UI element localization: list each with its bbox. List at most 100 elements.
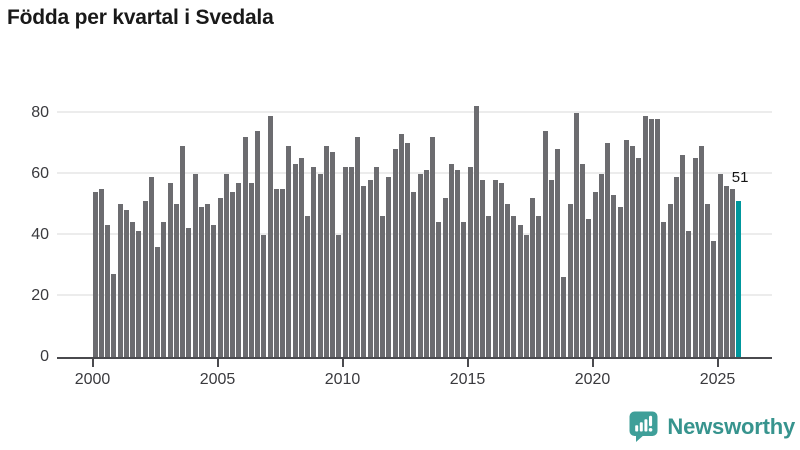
bar bbox=[211, 225, 217, 357]
x-axis-tick-label: 2020 bbox=[574, 371, 611, 388]
bar bbox=[236, 182, 242, 357]
bar bbox=[542, 130, 548, 357]
bar bbox=[261, 234, 267, 357]
bar bbox=[230, 191, 235, 357]
bar bbox=[405, 143, 410, 357]
bar bbox=[386, 176, 392, 357]
chart-title: Födda per kvartal i Svedala bbox=[7, 6, 274, 29]
plot-area: 0 20 40 60 80 2000 2005 2010 2015 2020 2025 51 bbox=[31, 100, 772, 388]
bar bbox=[630, 146, 635, 357]
bar bbox=[717, 173, 723, 357]
x-axis-line bbox=[57, 356, 772, 359]
bar bbox=[667, 204, 673, 357]
bar bbox=[192, 173, 198, 357]
x-axis-tick bbox=[92, 359, 94, 367]
newsworthy-icon bbox=[629, 411, 658, 442]
bar bbox=[342, 167, 348, 357]
x-axis-tick-label: 2010 bbox=[324, 371, 361, 388]
bar bbox=[486, 216, 492, 357]
highlighted-bar bbox=[736, 200, 742, 357]
bar bbox=[580, 164, 585, 357]
bar bbox=[561, 277, 567, 357]
bar bbox=[492, 179, 498, 357]
bar bbox=[111, 274, 117, 357]
bar bbox=[417, 173, 423, 357]
x-axis-tick bbox=[342, 359, 344, 367]
bar bbox=[473, 106, 479, 357]
bar bbox=[355, 136, 360, 357]
bar bbox=[223, 173, 229, 357]
bar bbox=[161, 222, 167, 357]
bar bbox=[480, 179, 485, 357]
y-gridline bbox=[57, 110, 772, 113]
bar bbox=[511, 216, 517, 357]
bar bbox=[711, 240, 717, 357]
highlight-value-label: 51 bbox=[731, 168, 749, 186]
x-axis-tick bbox=[217, 359, 219, 367]
bar bbox=[167, 182, 173, 357]
bar bbox=[623, 139, 629, 357]
bar bbox=[548, 179, 554, 357]
bar bbox=[611, 194, 617, 357]
y-axis-tick-label: 80 bbox=[31, 103, 49, 121]
bar bbox=[536, 216, 542, 357]
x-axis-tick-label: 2025 bbox=[699, 371, 736, 388]
newsworthy-wordmark: Newsworthy bbox=[667, 413, 795, 439]
x-axis-tick bbox=[467, 359, 469, 367]
bar bbox=[92, 191, 98, 357]
bar bbox=[148, 176, 154, 357]
bar bbox=[730, 188, 735, 357]
bar bbox=[698, 146, 704, 357]
bar bbox=[142, 200, 148, 357]
bar bbox=[680, 155, 685, 357]
bar bbox=[692, 158, 698, 357]
bar bbox=[392, 149, 398, 357]
bar bbox=[242, 136, 248, 357]
y-axis-tick-label: 0 bbox=[40, 347, 49, 365]
bar bbox=[505, 204, 510, 357]
bar bbox=[555, 149, 560, 357]
bar bbox=[705, 204, 710, 357]
bar bbox=[636, 158, 642, 357]
x-axis-tick-label: 2005 bbox=[199, 371, 236, 388]
x-axis-tick bbox=[717, 359, 719, 367]
bar bbox=[723, 185, 729, 357]
bar bbox=[323, 146, 329, 357]
bar bbox=[180, 146, 185, 357]
y-axis-tick-label: 40 bbox=[31, 225, 49, 243]
bar bbox=[255, 130, 260, 357]
bar bbox=[217, 197, 223, 357]
bar bbox=[280, 188, 285, 357]
x-axis-tick-label: 2000 bbox=[74, 371, 111, 388]
bar bbox=[498, 182, 504, 357]
bar bbox=[273, 188, 279, 357]
bar bbox=[648, 118, 654, 357]
y-axis-tick-label: 60 bbox=[31, 164, 49, 182]
bar bbox=[436, 222, 442, 357]
bar bbox=[567, 204, 573, 357]
bar bbox=[298, 158, 304, 357]
y-axis-tick-label: 20 bbox=[31, 286, 49, 304]
bar bbox=[661, 222, 667, 357]
bar bbox=[123, 210, 129, 357]
bar bbox=[186, 228, 192, 357]
bar bbox=[573, 112, 579, 357]
bar bbox=[467, 167, 473, 357]
bar bbox=[348, 167, 354, 357]
bar bbox=[523, 234, 529, 357]
bar bbox=[330, 152, 335, 357]
bar bbox=[530, 197, 535, 357]
newsworthy-logo: Newsworthy bbox=[628, 410, 795, 443]
bar bbox=[411, 191, 417, 357]
bar bbox=[373, 167, 379, 357]
bar bbox=[605, 143, 610, 357]
bar bbox=[361, 185, 367, 357]
bar bbox=[448, 164, 454, 357]
bar bbox=[642, 115, 648, 357]
x-axis-tick-label: 2015 bbox=[449, 371, 486, 388]
bar bbox=[136, 231, 142, 357]
bar bbox=[286, 146, 292, 357]
bar bbox=[98, 188, 104, 357]
bar bbox=[155, 246, 160, 357]
